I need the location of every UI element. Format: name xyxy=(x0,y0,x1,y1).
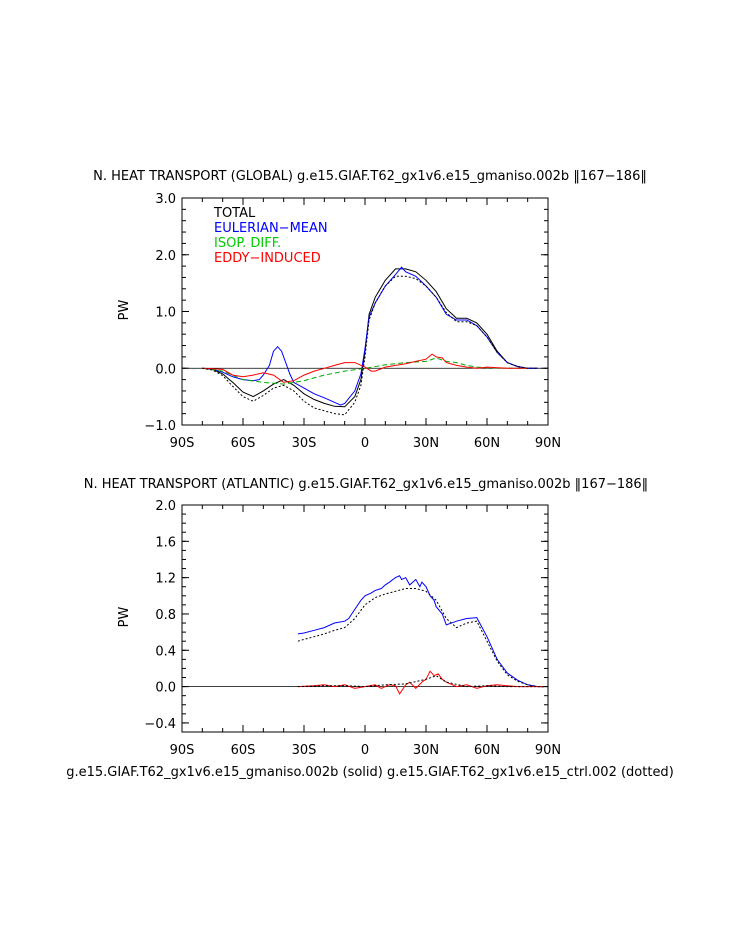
global-y-tick-label: −1.0 xyxy=(144,419,176,434)
global-x-tick-label: 60N xyxy=(474,436,500,451)
atlantic-x-tick-label: 30N xyxy=(413,743,439,758)
global-y-axis-label: PW xyxy=(117,300,132,321)
global-x-tick-label: 30S xyxy=(292,436,317,451)
global-x-tick-label: 30N xyxy=(413,436,439,451)
global-y-tick-label: 2.0 xyxy=(155,249,176,264)
global-series-total-dotted-ctrl xyxy=(202,275,538,416)
atlantic-series-eddy-induced-solid xyxy=(297,670,544,695)
global-x-tick-label: 90S xyxy=(170,436,195,451)
atlantic-x-tick-label: 60S xyxy=(231,743,256,758)
legend-eddy-induced: EDDY−INDUCED xyxy=(214,251,321,266)
atlantic-title: N. HEAT TRANSPORT (ATLANTIC) g.e15.GIAF.… xyxy=(84,477,648,492)
atlantic-y-tick-label: 2.0 xyxy=(155,499,176,514)
global-series-eddy-induced-solid xyxy=(202,353,528,383)
atlantic-panel: N. HEAT TRANSPORT (ATLANTIC) g.e15.GIAF.… xyxy=(84,477,648,758)
atlantic-x-tick-label: 90S xyxy=(170,743,195,758)
legend-isop-diff: ISOP. DIFF. xyxy=(214,236,281,251)
atlantic-plot-frame xyxy=(181,504,549,733)
global-x-tick-label: 60S xyxy=(231,436,256,451)
atlantic-series-total-solid xyxy=(297,575,544,688)
atlantic-y-axis-label: PW xyxy=(117,607,132,628)
atlantic-x-tick-label: 0 xyxy=(361,743,369,758)
atlantic-x-tick-label: 90N xyxy=(535,743,561,758)
legend-eulerian-mean: EULERIAN−MEAN xyxy=(214,221,328,236)
global-series-isop-diff-dashed xyxy=(202,357,528,385)
footer-caption: g.e15.GIAF.T62_gx1v6.e15_gmaniso.002b (s… xyxy=(66,765,674,780)
atlantic-y-tick-label: 0.4 xyxy=(155,644,176,659)
global-y-tick-label: 1.0 xyxy=(155,306,176,321)
atlantic-y-tick-label: 0.0 xyxy=(155,681,176,696)
global-title: N. HEAT TRANSPORT (GLOBAL) g.e15.GIAF.T6… xyxy=(93,169,647,184)
atlantic-y-tick-label: 1.2 xyxy=(155,572,176,587)
global-series-eulerian-mean-solid xyxy=(202,266,538,406)
atlantic-y-tick-label: 1.6 xyxy=(155,535,176,550)
global-x-tick-label: 0 xyxy=(361,436,369,451)
atlantic-y-tick-label: −0.4 xyxy=(144,717,176,732)
atlantic-series-total-dotted-ctrl xyxy=(297,588,544,688)
atlantic-y-tick-label: 0.8 xyxy=(155,608,176,623)
atlantic-x-tick-label: 30S xyxy=(292,743,317,758)
global-panel: N. HEAT TRANSPORT (GLOBAL) g.e15.GIAF.T6… xyxy=(93,169,647,451)
global-x-tick-label: 90N xyxy=(535,436,561,451)
global-y-tick-label: 0.0 xyxy=(155,362,176,377)
global-legend: TOTAL EULERIAN−MEAN ISOP. DIFF. EDDY−IND… xyxy=(213,206,328,266)
atlantic-series-eddy-induced-dotted-ctrl xyxy=(297,675,544,688)
global-y-tick-label: 3.0 xyxy=(155,192,176,207)
atlantic-x-tick-label: 60N xyxy=(474,743,500,758)
legend-total: TOTAL xyxy=(213,206,256,221)
